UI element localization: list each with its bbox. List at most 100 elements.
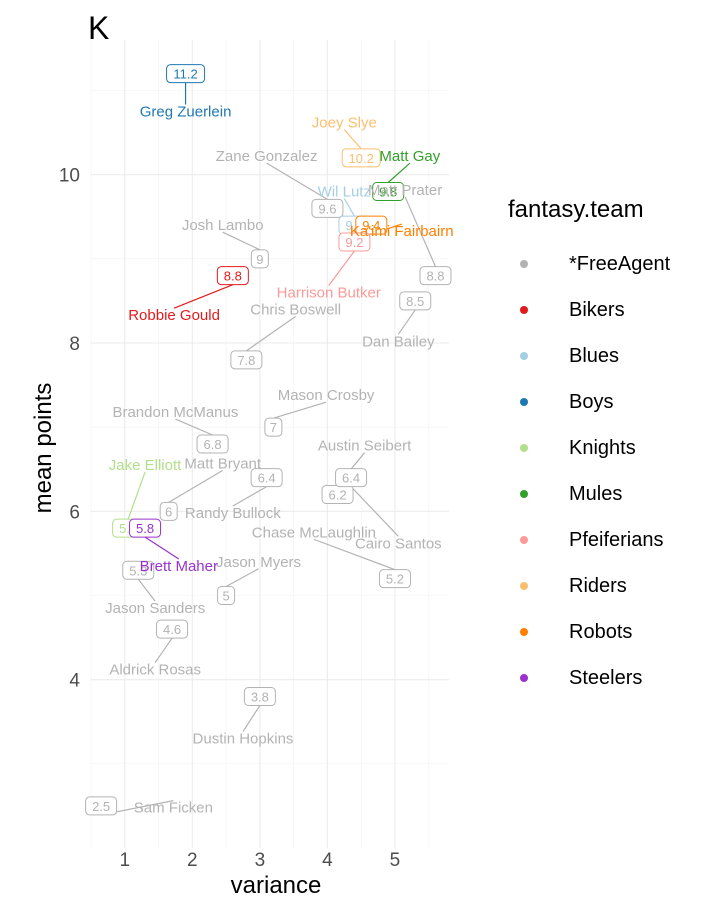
chart-title: K — [88, 10, 110, 46]
value-label-box — [166, 64, 206, 84]
label-connector — [173, 284, 234, 309]
x-tick-label: 1 — [119, 850, 130, 871]
legend-label: Pfeiferians — [569, 528, 664, 551]
player-label: Mason Crosby — [278, 387, 375, 404]
value-label-box — [243, 687, 276, 706]
value-label: 5.3 — [129, 563, 147, 578]
legend-item-riders: Riders — [520, 574, 627, 598]
label-connector — [404, 196, 437, 267]
player-label: Dustin Hopkins — [193, 731, 294, 748]
legend-title: fantasy.team — [508, 196, 644, 223]
label-connector — [266, 162, 328, 200]
value-label-box — [230, 350, 263, 370]
value-label-box — [156, 619, 189, 639]
label-connector — [222, 231, 261, 251]
legend-swatch — [520, 352, 528, 360]
legend-label: Robots — [569, 620, 633, 643]
player-label: Austin Seibert — [318, 438, 412, 455]
label-connector — [343, 129, 362, 150]
value-label-box — [217, 586, 236, 605]
player-label: Sam Ficken — [134, 800, 213, 817]
value-label: 6 — [165, 504, 172, 519]
label-connector — [273, 401, 327, 419]
value-label: 8.8 — [224, 269, 242, 284]
player-label: Greg Zuerlein — [140, 104, 232, 121]
legend-item-mules: Mules — [520, 482, 622, 506]
player-label: Jason Myers — [216, 554, 301, 571]
value-label: 8.8 — [426, 269, 444, 284]
value-label-box — [372, 182, 405, 201]
legend-label: *FreeAgent — [569, 252, 671, 275]
x-axis-label: variance — [230, 872, 322, 899]
y-axis-label: mean points — [30, 382, 57, 514]
value-label: 6.4 — [258, 471, 276, 486]
player-label: Matt Prater — [368, 182, 442, 199]
legend-label: Blues — [569, 344, 620, 367]
legend-swatch — [520, 398, 528, 406]
value-label-box — [399, 291, 432, 311]
label-connector — [313, 538, 396, 571]
value-label-box — [85, 796, 118, 816]
player-label: Chris Boswell — [250, 301, 341, 318]
player-label: Robbie Gould — [128, 307, 220, 324]
value-label: 6.8 — [204, 437, 222, 452]
legend-item-bikers: Bikers — [520, 298, 625, 322]
value-label: 6.4 — [342, 471, 360, 486]
player-label: Dan Bailey — [362, 333, 435, 350]
legend-item-boys: Boys — [520, 390, 613, 414]
value-label-box — [122, 560, 155, 580]
value-label-box — [335, 468, 368, 488]
value-label: 9 — [256, 252, 263, 267]
legend-swatch — [520, 628, 528, 636]
axis-ticks: 1 2 3 4 5 4 6 8 10 — [59, 166, 400, 871]
player-label: Randy Bullock — [185, 505, 281, 522]
value-label: 3.8 — [251, 690, 269, 705]
value-label-box — [159, 501, 178, 521]
x-tick-label: 3 — [255, 850, 266, 871]
player-label: Zane Gonzalez — [216, 148, 318, 165]
value-label: 7 — [270, 420, 277, 435]
value-label-box — [419, 266, 452, 286]
value-label: 9.8 — [379, 185, 397, 200]
player-label: Joey Slye — [312, 114, 377, 131]
value-label: 10.2 — [349, 151, 374, 166]
label-connector — [232, 486, 267, 507]
label-connector — [137, 578, 156, 602]
label-connector — [154, 637, 173, 663]
label-connector — [127, 471, 146, 520]
legend-swatch — [520, 674, 528, 682]
value-label-box — [311, 198, 344, 218]
legend-item-robots: Robots — [520, 620, 632, 644]
value-label: 5.2 — [386, 572, 404, 587]
y-tick-label: 8 — [69, 334, 80, 355]
player-label: Aldrick Rosas — [109, 662, 201, 679]
legend-swatch — [520, 260, 528, 268]
value-label: 6.2 — [329, 488, 347, 503]
grid-lines — [90, 40, 449, 848]
value-label-box — [196, 434, 229, 454]
legend-swatch — [520, 490, 528, 498]
legend-item-pfeiferians: Pfeiferians — [520, 528, 664, 552]
label-connector — [328, 250, 355, 286]
player-label: Jason Sanders — [105, 600, 205, 617]
legend-swatch — [520, 582, 528, 590]
legend-item-knights: Knights — [520, 436, 636, 460]
value-label-box — [355, 215, 388, 235]
value-label-box — [264, 417, 283, 437]
legend-item-freeagent: *FreeAgent — [520, 252, 670, 276]
player-label: Ka'imi Fairbairn — [350, 223, 454, 240]
player-label: Wil Lutz — [318, 184, 371, 201]
value-label-box — [250, 249, 269, 269]
value-label: 5 — [222, 589, 229, 604]
label-connector — [397, 309, 416, 335]
value-label: 7.8 — [237, 353, 255, 368]
legend-label: Steelers — [569, 666, 643, 689]
value-label: 9.6 — [318, 201, 336, 216]
label-connector — [225, 568, 259, 588]
value-label-box — [341, 148, 381, 168]
value-label: 2.5 — [92, 799, 110, 814]
label-connector — [387, 162, 411, 183]
label-connector — [343, 198, 355, 217]
label-connector — [242, 705, 261, 732]
legend-label: Knights — [569, 436, 636, 459]
